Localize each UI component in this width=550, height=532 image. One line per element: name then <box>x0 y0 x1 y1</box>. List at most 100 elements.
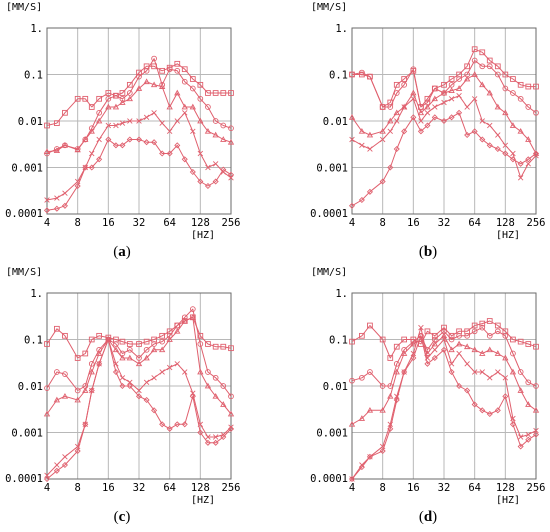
data-point-square <box>88 104 95 110</box>
y-tick-label: 0.01 <box>323 381 348 393</box>
data-point-triangle <box>387 392 394 399</box>
data-point-square <box>401 76 407 82</box>
data-point-circle <box>105 95 112 102</box>
data-point-triangle <box>494 350 501 356</box>
data-point-triangle <box>431 95 438 102</box>
data-point-diamond <box>135 136 143 143</box>
data-point-square <box>393 81 400 88</box>
data-point-circle <box>517 95 524 102</box>
series-circle <box>349 324 539 389</box>
x-tick-label: 8 <box>380 482 386 494</box>
series-triangle <box>43 78 235 154</box>
data-point-cross <box>44 472 50 479</box>
data-point-circle <box>113 92 119 99</box>
series-triangle <box>43 313 235 417</box>
data-point-triangle <box>53 396 61 403</box>
x-tick-label: 4 <box>44 482 50 494</box>
data-point-triangle <box>189 103 196 110</box>
caption-letter: b <box>424 244 432 260</box>
data-point-diamond <box>517 160 524 167</box>
data-point-circle <box>220 383 227 389</box>
data-point-triangle <box>135 85 143 91</box>
data-point-square <box>205 90 211 96</box>
data-point-square <box>212 343 219 350</box>
data-point-square <box>448 76 455 82</box>
data-point-triangle <box>227 138 235 145</box>
y-tick-label: 0.01 <box>323 116 348 128</box>
panel-caption: (a) <box>113 244 131 260</box>
data-point-square <box>349 338 355 345</box>
data-point-square <box>212 90 219 96</box>
data-point-circle <box>166 332 173 339</box>
data-point-square <box>181 66 188 73</box>
data-point-diamond <box>189 168 196 176</box>
caption-paren-close: ) <box>126 244 131 260</box>
data-point-square <box>62 332 68 339</box>
y-tick-label: 0.1 <box>329 70 348 82</box>
data-point-triangle <box>502 109 509 116</box>
data-point-circle <box>174 322 181 329</box>
data-point-circle <box>159 338 165 345</box>
data-point-diamond <box>88 387 95 394</box>
data-point-diamond <box>358 464 365 471</box>
data-point-circle <box>181 78 188 85</box>
data-point-triangle <box>95 117 103 124</box>
data-point-circle <box>494 328 501 335</box>
data-point-circle <box>456 332 462 339</box>
data-point-diamond <box>112 142 119 149</box>
data-point-circle <box>533 383 539 389</box>
data-point-triangle <box>455 340 463 347</box>
data-point-circle <box>387 104 394 110</box>
data-point-triangle <box>393 368 400 375</box>
data-point-triangle <box>410 340 417 347</box>
data-point-triangle <box>181 317 188 324</box>
data-point-square <box>62 109 68 116</box>
data-point-triangle <box>88 127 95 134</box>
y-axis-label: [MM/S] <box>311 267 347 278</box>
data-point-circle <box>44 385 50 391</box>
data-point-diamond <box>379 447 386 455</box>
data-point-circle <box>54 369 60 375</box>
data-point-diamond <box>517 443 524 450</box>
data-point-triangle <box>119 354 126 361</box>
data-point-square <box>410 67 417 74</box>
data-point-cross <box>151 110 157 116</box>
data-point-diamond <box>464 131 471 139</box>
data-point-square <box>197 332 204 339</box>
x-tick-label: 16 <box>407 217 420 229</box>
data-point-square <box>189 76 196 82</box>
data-point-square <box>143 338 150 345</box>
data-point-cross <box>127 118 133 124</box>
data-point-square <box>517 338 524 345</box>
data-point-diamond <box>424 122 431 129</box>
data-point-diamond <box>61 202 68 209</box>
data-point-square <box>96 95 102 102</box>
data-point-square <box>82 350 89 357</box>
data-point-cross <box>54 462 60 468</box>
data-point-circle <box>113 341 119 347</box>
data-point-triangle <box>158 83 166 89</box>
data-point-diamond <box>112 368 119 376</box>
data-point-diamond <box>151 139 158 146</box>
data-point-cross <box>174 118 180 124</box>
data-point-triangle <box>379 127 386 134</box>
data-point-diamond <box>126 136 133 143</box>
y-tick-label: 0.001 <box>11 428 43 440</box>
data-point-diamond <box>212 178 219 185</box>
series-triangle <box>348 71 540 156</box>
data-point-circle <box>62 371 68 377</box>
data-point-circle <box>401 346 407 353</box>
data-point-triangle <box>74 146 81 153</box>
series-line-square <box>352 48 536 108</box>
y-tick-label: 1. <box>335 288 348 300</box>
data-point-cross <box>136 387 142 394</box>
data-point-triangle <box>479 350 486 356</box>
data-point-cross <box>136 118 142 124</box>
data-point-cross <box>510 150 516 157</box>
data-point-cross <box>448 361 455 367</box>
data-point-circle <box>143 67 150 74</box>
data-point-triangle <box>387 117 394 124</box>
x-tick-label: 64 <box>468 482 481 494</box>
x-tick-label: 32 <box>438 217 451 229</box>
